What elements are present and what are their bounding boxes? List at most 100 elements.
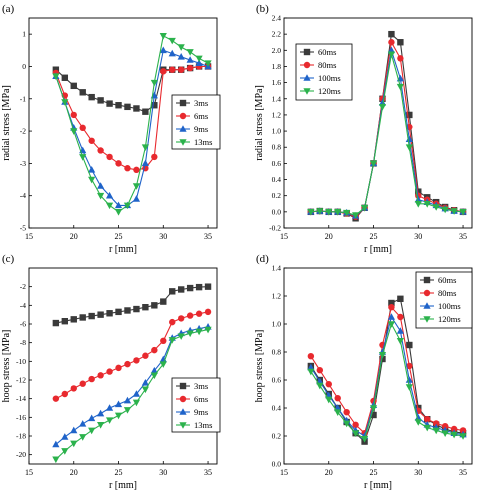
panel-c-x-tick-label: 15: [25, 468, 33, 477]
panel-b-point-60ms: [388, 30, 395, 38]
panel-b-y-axis-label: radial stress [MPa]: [254, 85, 265, 161]
panel-a-point-3ms: [70, 82, 77, 90]
panel-d-point-120ms: [325, 396, 333, 404]
panel-d-point-120ms: [334, 409, 342, 416]
panel-d-point-120ms: [396, 338, 404, 345]
panel-c-point-13ms: [168, 337, 176, 344]
panel-b-point-80ms: [397, 55, 404, 62]
panel-a-label: (a): [2, 3, 15, 15]
panel-b-point-120ms: [396, 83, 404, 91]
panel-b-y-tick-label: 2.4: [272, 14, 282, 23]
panel-b-legend-label-100ms: 100ms: [318, 73, 341, 83]
panel-b-point-120ms: [369, 160, 378, 168]
panel-d-point-120ms: [423, 424, 431, 432]
panel-d-point-80ms: [325, 381, 332, 388]
panel-c-point-6ms: [106, 368, 113, 375]
panel-b-point-120ms: [360, 205, 369, 212]
panel-a-point-6ms: [88, 137, 95, 144]
panel-a-legend: 3ms 6ms 9ms 13ms: [171, 94, 221, 150]
panel-a-point-3ms: [52, 66, 60, 73]
panel-a-point-13ms: [204, 60, 212, 68]
panel-c-point-3ms: [124, 307, 131, 314]
panel-d-point-120ms: [307, 368, 315, 376]
panel-b-y-tick-label: 0.6: [272, 159, 282, 168]
panel-b-y-tick-label: 1.0: [272, 127, 282, 136]
panel-a-point-6ms: [177, 66, 185, 73]
panel-a-point-6ms: [186, 64, 194, 72]
panel-c-x-tick-label: 25: [115, 468, 123, 477]
panel-b-y-tick-label: 0.8: [272, 143, 282, 152]
panel-d-point-80ms: [316, 367, 324, 374]
panel-d-point-80ms: [406, 362, 413, 370]
panel-c-y-tick-label: -18: [16, 432, 26, 441]
panel-b-point-120ms: [316, 208, 324, 215]
panel-a-point-3ms: [79, 89, 86, 96]
panel-c-point-3ms: [70, 316, 77, 323]
panel-a-point-9ms: [177, 52, 185, 60]
panel-d-series-line-120ms: [310, 322, 464, 440]
panel-a-point-6ms: [124, 165, 131, 172]
panel-b-y-tick-label: 2.2: [272, 30, 282, 39]
panel-a-legend-label-6ms: 6ms: [194, 111, 208, 121]
panel-c-point-6ms: [79, 380, 86, 387]
panel-b-legend-marker-120ms: [303, 88, 311, 95]
panel-d-point-120ms: [343, 420, 351, 428]
panel-a-y-tick-label: -3: [20, 159, 26, 168]
panel-c-point-13ms: [141, 386, 149, 394]
panel-c-point-9ms: [114, 400, 123, 408]
panel-c-point-6ms: [133, 357, 140, 364]
panel-d-point-60ms: [406, 341, 413, 349]
panel-b-label: (b): [256, 3, 269, 15]
panel-c-x-tick-label: 30: [159, 468, 167, 477]
panel-a-point-13ms: [105, 202, 114, 210]
panel-b-y-tick-label: 2.0: [272, 46, 282, 55]
panel-b-y-tick-label: 0.2: [272, 191, 282, 200]
panel-b-x-tick-label: 35: [459, 232, 467, 241]
panel-d-y-tick-label: 0.0: [272, 460, 282, 469]
panel-a-point-9ms: [114, 201, 123, 209]
panel-c-point-6ms: [52, 395, 60, 402]
panel-a-point-13ms: [168, 37, 176, 45]
panel-a-point-6ms: [133, 166, 140, 174]
panel-b-frame: [283, 17, 473, 229]
panel-d-point-60ms: [397, 295, 404, 302]
panel-c-point-13ms: [97, 422, 105, 429]
panel-c-y-tick-label: -20: [16, 450, 26, 459]
panel-a-legend-marker-6ms: [179, 112, 187, 120]
panel-b-series: [307, 30, 467, 222]
panel-d-point-100ms: [414, 414, 422, 421]
panel-d: (d) 0.00.20.40.60.81.01.21.4 15 20 25 30 35 …: [254, 253, 473, 491]
panel-a-point-9ms: [186, 56, 194, 63]
panel-c-y-tick-label: -2: [20, 282, 26, 291]
panel-a-x-tick-label: 25: [115, 232, 123, 241]
panel-b-x-axis-label: r [mm]: [364, 244, 392, 255]
panel-d-point-120ms: [450, 431, 458, 439]
panel-c-point-13ms: [123, 407, 132, 414]
panel-c-label: (c): [2, 253, 15, 265]
panel-d-frame: [283, 267, 473, 465]
panel-c-point-13ms: [159, 361, 167, 368]
panel-d-point-80ms: [388, 304, 395, 311]
panel-a-point-6ms: [106, 153, 113, 161]
panel-a-point-13ms: [150, 79, 158, 87]
panel-a-point-3ms: [61, 74, 69, 81]
panel-b-y-tick-label: -0.2: [269, 224, 281, 233]
panel-d-point-60ms: [379, 355, 386, 363]
panel-b-x-ticks: 15 20 25 30 35: [280, 225, 467, 241]
panel-b-x-tick-label: 20: [325, 232, 333, 241]
panel-a-point-3ms: [97, 97, 104, 104]
panel-d-point-100ms: [387, 313, 396, 320]
panel-c-y-ticks: -20 -18 -16 -14 -12 -10 -8 -6 -4 -2: [16, 282, 32, 459]
panel-c-point-3ms: [204, 283, 212, 290]
panel-a-point-6ms: [97, 147, 104, 154]
panel-c-x-axis-label: r [mm]: [109, 480, 137, 491]
panel-d-point-120ms: [441, 430, 449, 437]
panel-b-y-tick-label: 1.6: [272, 78, 282, 87]
panel-b-point-120ms: [352, 212, 360, 219]
panel-c-y-tick-label: -12: [16, 376, 26, 385]
panel-c-legend-label-3ms: 3ms: [194, 381, 208, 391]
panel-c-point-13ms: [114, 412, 123, 420]
panel-a-point-9ms: [97, 182, 105, 189]
panel-d-point-80ms: [307, 353, 315, 360]
panel-a-point-13ms: [79, 154, 87, 161]
